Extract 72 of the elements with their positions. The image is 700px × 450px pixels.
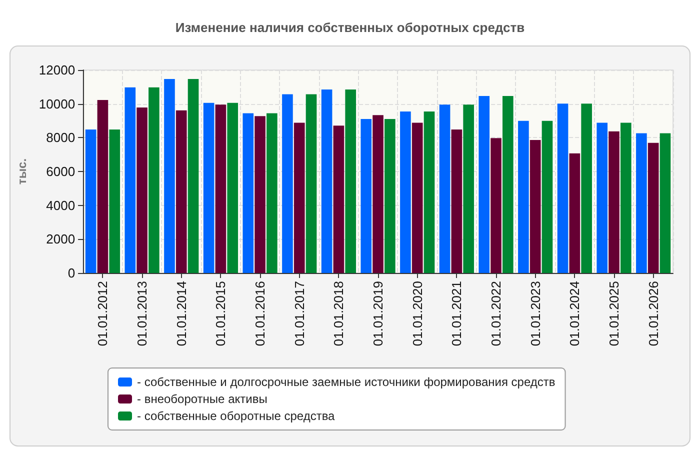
bar [203,102,214,273]
bar [282,94,293,273]
y-tick-label: 12000 [38,62,76,78]
x-tick-label: 01.01.2013 [134,281,150,346]
y-axis-title: тыс. [15,158,29,185]
bar [569,153,580,273]
bar [518,120,529,273]
bar [242,113,254,273]
x-tick-label: 01.01.2012 [95,281,110,346]
bar [620,122,632,273]
x-tick-label: 01.01.2014 [174,281,189,346]
bar [372,115,384,273]
x-tick-label: 01.01.2022 [488,281,504,346]
x-tick-label: 01.01.2021 [449,281,464,346]
y-tick-label: 8000 [46,130,76,146]
chart-title: Изменение наличия собственных оборотных средств [175,20,525,35]
bar [148,87,160,273]
x-tick-label: 01.01.2016 [252,281,268,346]
bar [451,130,462,273]
y-tick-label: 4000 [46,198,76,213]
bar [557,104,568,273]
bar [478,96,490,273]
bar [660,133,671,273]
bar [502,96,514,273]
bar [530,140,541,273]
bar [215,104,226,273]
x-tick-label: 01.01.2018 [331,281,346,346]
bar [581,104,592,273]
x-tick-label: 01.01.2015 [213,281,228,346]
bar [124,87,136,273]
x-tick-label: 01.01.2017 [292,281,307,346]
x-tick-label: 01.01.2020 [410,281,425,346]
bar [321,89,332,273]
bar [294,122,305,273]
bar [400,111,411,273]
legend-label: - внеоборотные активы [137,392,268,406]
y-tick-label: 2000 [46,232,76,247]
bar [85,130,96,273]
bar [490,138,502,273]
bar [109,130,120,273]
bar [164,78,175,273]
x-tick-label: 01.01.2026 [646,281,661,346]
y-tick-label: 6000 [46,164,76,179]
x-tick-label: 01.01.2025 [606,281,622,346]
bar [97,100,108,273]
bar [636,133,647,273]
bar [306,94,317,273]
bar [227,102,238,273]
bar [412,122,423,273]
bar [384,119,396,273]
y-tick-label: 0 [68,266,76,280]
bar [345,89,356,273]
bar [333,126,344,273]
y-tick-label: 10000 [38,96,76,112]
bar [424,111,435,273]
x-tick-label: 01.01.2024 [567,281,582,346]
bar [176,110,187,273]
bar [596,122,608,273]
bar [648,142,659,273]
x-tick-label: 01.01.2019 [370,281,386,346]
bar [608,131,620,273]
bar [254,116,266,273]
bar [188,78,199,273]
legend-label: - собственные оборотные средства [137,409,336,423]
bar [266,113,278,273]
bar [360,119,372,273]
bar [136,108,148,273]
bar [439,104,450,273]
bar [463,104,474,273]
x-tick-label: 01.01.2023 [528,281,543,346]
bar [542,120,553,273]
legend-label: - собственные и долгосрочные заемные источники формирования средств [137,375,556,389]
